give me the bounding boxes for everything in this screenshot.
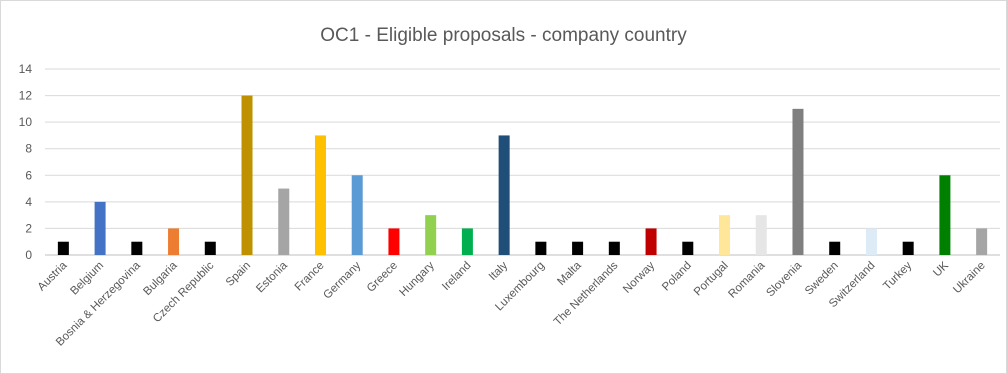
bar [792,108,804,255]
bar [608,241,620,255]
x-tick-label: Hungary [398,259,437,298]
x-tick-label: Romania [726,259,767,300]
bar [278,188,290,255]
x-tick-label: Germany [321,259,363,301]
x-tick-label: Spain [224,260,253,289]
y-tick-label: 10 [19,115,33,129]
x-tick-label: Turkey [881,259,914,292]
bar [645,228,657,255]
x-tick-label: Sweden [803,260,841,298]
bar [976,228,988,255]
x-tick-label: France [293,260,327,294]
bar [461,228,473,255]
bar [572,241,584,255]
y-tick-label: 0 [25,248,32,262]
y-tick-label: 2 [25,221,32,235]
x-tick-label: Ukraine [951,260,988,297]
bar [755,215,767,255]
bar [682,241,694,255]
bar [204,241,216,255]
y-tick-label: 6 [25,168,32,182]
x-tick-label: Malta [555,259,584,288]
bar [314,135,326,255]
x-tick-label: Poland [660,260,694,294]
bar [829,241,841,255]
y-tick-label: 4 [25,195,32,209]
x-tick-label: Norway [621,259,657,295]
x-tick-label: The Netherlands [552,259,621,328]
bar [94,201,106,255]
bar [57,241,69,255]
bar [498,135,510,255]
y-tick-label: 12 [19,89,33,103]
y-tick-label: 14 [19,62,33,76]
x-tick-label: Italy [487,259,511,283]
x-tick-label: Ireland [440,260,473,293]
y-tick-label: 8 [25,142,32,156]
x-tick-label: Slovenia [764,259,804,299]
x-tick-label: Austria [36,259,70,293]
x-tick-label: Belgium [68,260,106,298]
bars [57,95,988,255]
bar [865,228,877,255]
bar [388,228,400,255]
bar [535,241,547,255]
bar [241,95,253,255]
x-tick-label: UK [931,259,951,279]
y-axis-tick-labels: 0 2 4 6 8 10 12 14 [19,62,33,262]
bar [719,215,731,255]
x-tick-label: Portugal [692,260,731,299]
bar [351,175,363,255]
bar [902,241,914,255]
bar [425,215,437,255]
bar [939,175,951,255]
gridlines [45,68,1000,256]
bar [168,228,180,255]
bar [131,241,143,255]
x-tick-label: Greece [365,260,400,295]
x-tick-label: Estonia [254,259,290,295]
chart-title: OC1 - Eligible proposals - company count… [320,25,687,46]
